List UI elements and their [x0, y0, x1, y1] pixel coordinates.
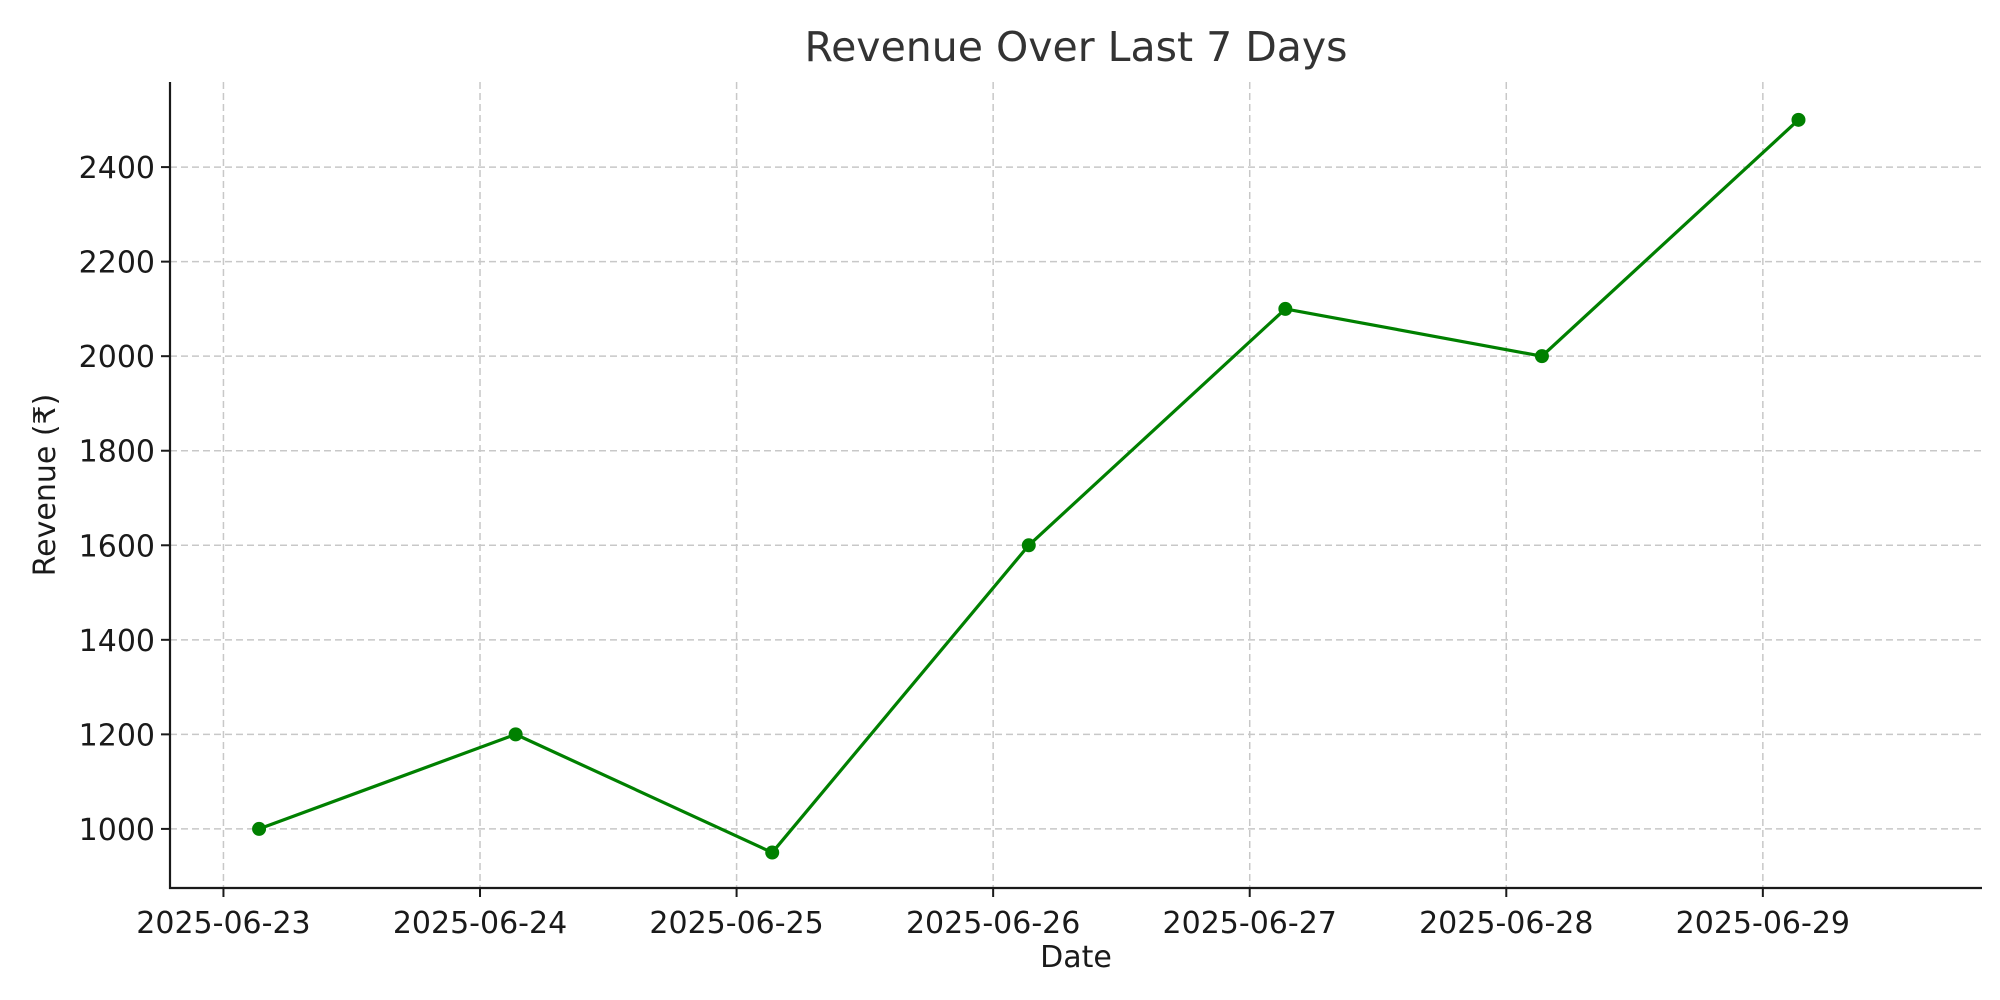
x-tick-label: 2025-06-26	[906, 906, 1080, 941]
grid-layer	[170, 82, 1982, 888]
data-point	[1791, 112, 1806, 127]
x-tick-label: 2025-06-29	[1676, 906, 1850, 941]
y-tick-label: 1200	[79, 718, 155, 753]
series-layer	[252, 112, 1806, 860]
x-tick-label: 2025-06-25	[649, 906, 823, 941]
x-tick-label: 2025-06-23	[136, 906, 310, 941]
x-axis: 2025-06-23 2025-06-24 2025-06-25 2025-06-26…	[136, 888, 1850, 941]
y-axis: 1000 1200 1400 1600 1800 2000 2200 2400	[79, 151, 170, 848]
y-tick-label: 2200	[79, 246, 155, 281]
data-point	[765, 845, 780, 860]
data-point	[1534, 349, 1549, 364]
y-axis-label: Revenue (₹)	[28, 394, 63, 577]
y-tick-label: 2400	[79, 151, 155, 186]
y-tick-label: 1000	[79, 813, 155, 848]
x-tick-label: 2025-06-28	[1419, 906, 1593, 941]
x-axis-label: Date	[1040, 940, 1112, 975]
x-tick-label: 2025-06-24	[393, 906, 567, 941]
data-point	[1021, 538, 1036, 553]
x-tick-label: 2025-06-27	[1163, 906, 1337, 941]
chart-title: Revenue Over Last 7 Days	[804, 23, 1347, 71]
data-point	[252, 821, 267, 836]
y-tick-label: 1800	[79, 435, 155, 470]
y-tick-label: 2000	[79, 340, 155, 375]
y-tick-label: 1600	[79, 529, 155, 564]
data-point	[508, 727, 523, 742]
axes-spines	[168, 82, 1982, 890]
data-point	[1278, 301, 1293, 316]
revenue-line	[258, 118, 1800, 855]
y-tick-label: 1400	[79, 624, 155, 659]
